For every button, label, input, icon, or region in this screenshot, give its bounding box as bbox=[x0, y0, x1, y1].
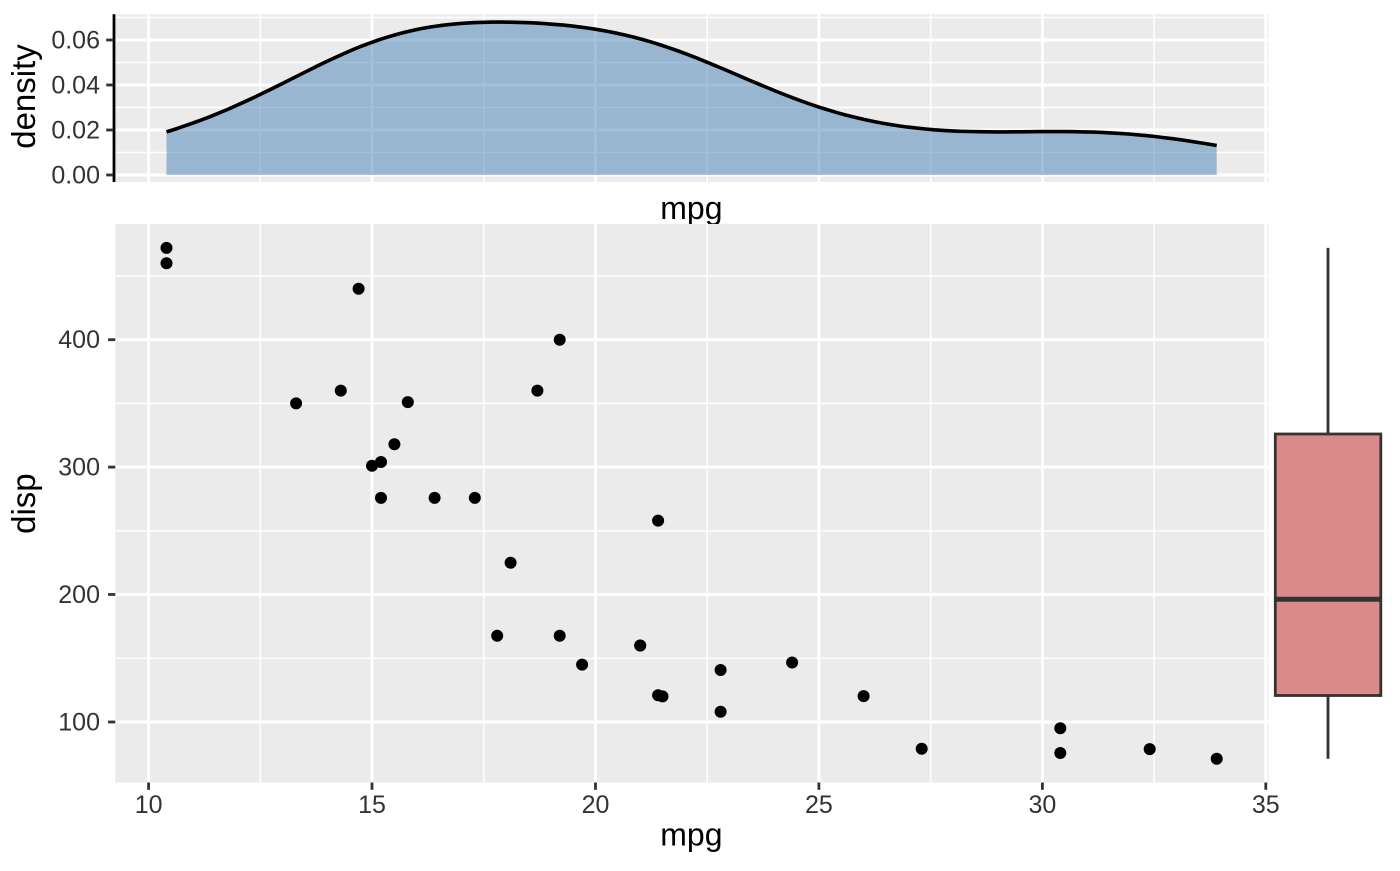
svg-text:10: 10 bbox=[135, 791, 163, 819]
svg-text:25: 25 bbox=[805, 791, 833, 819]
svg-text:0.02: 0.02 bbox=[51, 116, 100, 144]
svg-text:0.06: 0.06 bbox=[51, 26, 100, 54]
svg-text:400: 400 bbox=[58, 326, 100, 354]
svg-text:disp: disp bbox=[5, 473, 42, 534]
svg-text:mpg: mpg bbox=[660, 190, 722, 226]
svg-text:15: 15 bbox=[358, 791, 386, 819]
svg-text:0.04: 0.04 bbox=[51, 71, 100, 99]
svg-text:0.00: 0.00 bbox=[51, 161, 100, 189]
svg-text:300: 300 bbox=[58, 454, 100, 482]
svg-text:35: 35 bbox=[1252, 791, 1280, 819]
svg-text:200: 200 bbox=[58, 581, 100, 609]
svg-text:mpg: mpg bbox=[660, 817, 722, 853]
svg-text:density: density bbox=[5, 44, 42, 149]
svg-text:100: 100 bbox=[58, 708, 100, 736]
svg-text:20: 20 bbox=[582, 791, 610, 819]
svg-text:30: 30 bbox=[1028, 791, 1056, 819]
